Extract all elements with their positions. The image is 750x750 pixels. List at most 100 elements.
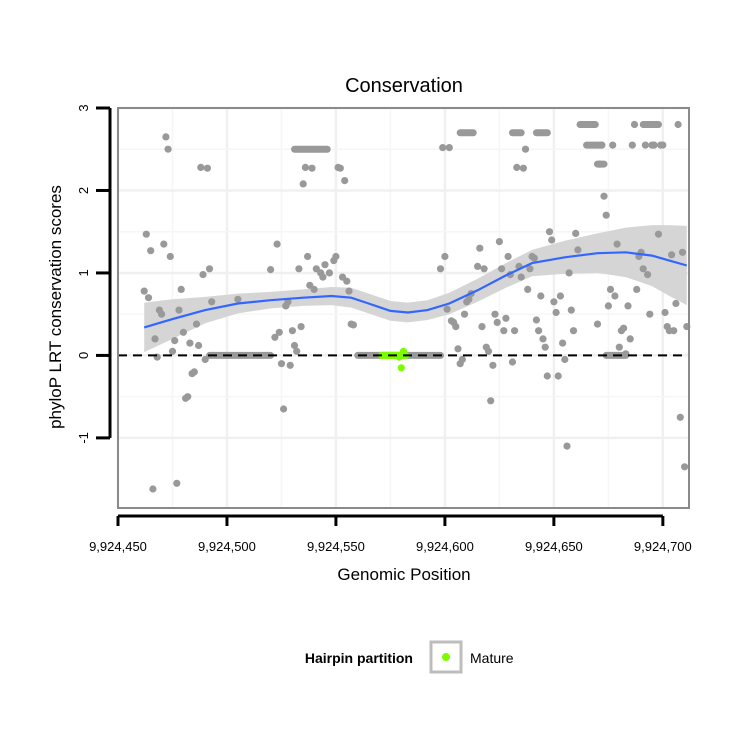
y-tick-label: -1 xyxy=(76,432,91,444)
data-point xyxy=(151,335,159,343)
y-axis-title: phyloP LRT conservation scores xyxy=(46,185,65,429)
data-point xyxy=(644,271,652,279)
data-point xyxy=(489,361,497,369)
data-point xyxy=(190,368,198,376)
data-point xyxy=(234,295,242,303)
data-point xyxy=(524,285,532,293)
data-point xyxy=(659,141,667,149)
data-point xyxy=(510,327,519,335)
data-point xyxy=(203,164,211,172)
data-point xyxy=(491,310,499,318)
data-point xyxy=(668,251,676,259)
data-point xyxy=(349,321,357,329)
data-point xyxy=(454,345,462,353)
data-point xyxy=(199,271,207,279)
data-point xyxy=(173,479,181,487)
data-point xyxy=(293,347,301,355)
data-point xyxy=(554,372,562,380)
data-point xyxy=(267,266,275,274)
data-point xyxy=(624,302,632,310)
data-point xyxy=(345,287,353,295)
data-point xyxy=(460,310,469,318)
data-point xyxy=(310,285,318,293)
data-point xyxy=(622,350,630,358)
data-point xyxy=(661,308,669,317)
data-point xyxy=(541,343,549,351)
data-point xyxy=(208,298,216,306)
data-point xyxy=(502,314,510,322)
data-point xyxy=(530,254,538,262)
data-point xyxy=(277,360,286,368)
data-point xyxy=(596,160,604,168)
data-point xyxy=(567,306,575,314)
data-point xyxy=(474,262,482,270)
data-point xyxy=(681,463,689,471)
data-point xyxy=(288,327,296,335)
data-point xyxy=(500,327,508,335)
data-point xyxy=(280,405,288,413)
data-point xyxy=(559,339,567,347)
data-point xyxy=(332,252,340,261)
data-point xyxy=(633,285,641,293)
x-tick-label: 9,924,450 xyxy=(89,539,147,554)
x-tick-label: 9,924,700 xyxy=(634,539,692,554)
data-point xyxy=(537,292,545,300)
data-point xyxy=(574,246,582,254)
mature-point xyxy=(395,353,403,361)
x-axis: 9,924,450 9,924,500 9,924,550 9,924,600 9,92… xyxy=(89,514,692,554)
data-point xyxy=(569,327,578,335)
x-axis-title: Genomic Position xyxy=(337,565,470,584)
data-point xyxy=(186,339,194,347)
data-point xyxy=(336,164,344,172)
data-point xyxy=(147,247,155,255)
data-point xyxy=(290,341,299,350)
data-point xyxy=(343,277,351,285)
data-point xyxy=(158,310,166,318)
data-point xyxy=(275,328,283,336)
x-tick-label: 9,924,500 xyxy=(198,539,256,554)
data-point xyxy=(535,327,543,335)
data-point xyxy=(197,163,205,171)
data-point xyxy=(543,372,551,380)
data-point xyxy=(171,337,179,345)
data-point xyxy=(271,333,279,341)
data-point xyxy=(493,318,501,326)
data-point xyxy=(179,328,187,336)
data-point xyxy=(175,306,183,314)
data-point xyxy=(650,141,658,149)
data-point xyxy=(565,269,573,277)
data-point xyxy=(177,285,185,293)
data-point xyxy=(341,177,349,185)
data-point xyxy=(476,244,484,252)
data-point xyxy=(301,163,309,171)
y-tick-label: 2 xyxy=(76,187,91,194)
data-point xyxy=(484,347,493,355)
data-point xyxy=(164,145,172,153)
data-point xyxy=(654,230,663,238)
confidence-ribbon-area xyxy=(144,225,687,353)
data-point xyxy=(436,265,445,273)
data-point xyxy=(325,269,333,277)
data-point xyxy=(641,141,650,149)
data-point xyxy=(286,361,294,369)
data-point xyxy=(563,442,571,450)
x-tick-label: 9,924,650 xyxy=(525,539,583,554)
data-point xyxy=(620,324,628,332)
legend-title: Hairpin partition xyxy=(305,650,413,666)
data-point xyxy=(630,120,639,129)
data-point xyxy=(465,295,473,303)
data-point xyxy=(144,294,153,302)
data-point xyxy=(526,265,534,273)
data-point xyxy=(561,355,569,364)
confidence-ribbon xyxy=(144,225,687,353)
data-point xyxy=(162,133,170,141)
data-point xyxy=(508,358,517,366)
data-point xyxy=(613,240,621,248)
mature-point xyxy=(397,364,405,372)
plot-panel-border xyxy=(117,107,690,509)
x-tick-label: 9,924,600 xyxy=(416,539,474,554)
data-point xyxy=(304,252,312,261)
data-point xyxy=(652,120,660,129)
data-point xyxy=(593,320,602,328)
